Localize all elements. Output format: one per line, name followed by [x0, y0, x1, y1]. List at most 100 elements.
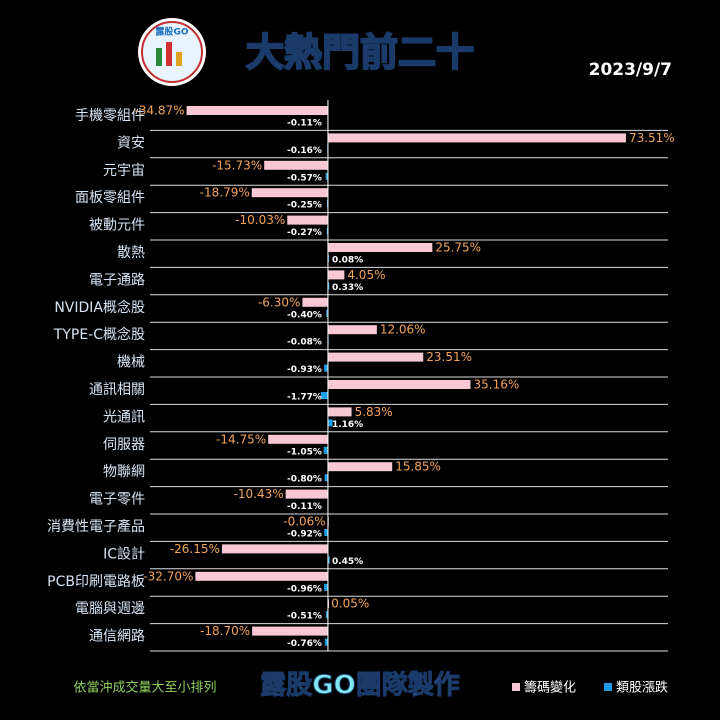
- logo-text: 露股GO: [155, 27, 188, 38]
- price-bar: [320, 392, 328, 399]
- chip-value-label: 12.06%: [380, 323, 426, 337]
- logo-icon: [166, 42, 172, 66]
- chip-value-label: 4.05%: [347, 268, 385, 282]
- price-value-label: 0.45%: [332, 557, 363, 567]
- price-value-label: -0.40%: [287, 310, 322, 320]
- price-bar: [326, 200, 328, 208]
- price-value-label: 0.08%: [332, 256, 363, 266]
- price-value-label: 1.16%: [332, 420, 363, 430]
- chip-value-label: -34.87%: [134, 104, 184, 118]
- price-bar: [324, 638, 328, 646]
- chip-bar: [327, 407, 352, 417]
- price-bar: [324, 529, 328, 536]
- category-label: IC設計: [103, 546, 145, 562]
- category-label: 物聯網: [103, 464, 145, 480]
- price-value-label: -0.11%: [287, 119, 322, 129]
- price-value-label: -0.51%: [287, 612, 322, 622]
- category-label: 被動元件: [89, 218, 145, 234]
- chip-bar: [186, 106, 328, 115]
- chart-title: 大熱門前二十: [246, 31, 474, 75]
- price-bar: [326, 309, 328, 317]
- category-label: 散熱: [117, 245, 145, 261]
- chip-bar: [221, 544, 328, 554]
- credit: 露股GO團隊製作: [260, 671, 459, 701]
- chip-bar: [264, 160, 328, 170]
- price-bar: [327, 556, 330, 564]
- price-value-label: -0.96%: [287, 584, 322, 594]
- chip-bar: [327, 380, 471, 389]
- category-label: 元宇宙: [103, 163, 145, 179]
- price-value-label: -0.25%: [287, 201, 322, 211]
- chip-value-label: -14.75%: [216, 432, 266, 446]
- legend-label: 籌碼變化: [524, 680, 576, 696]
- chip-value-label: -6.30%: [258, 295, 300, 309]
- category-label: NVIDIA概念股: [54, 299, 145, 316]
- chip-value-label: -18.79%: [200, 186, 250, 200]
- category-label: 資安: [117, 135, 145, 151]
- price-bar: [327, 419, 333, 427]
- price-bar: [326, 227, 328, 235]
- chip-bar: [327, 325, 377, 335]
- price-value-label: -0.92%: [287, 530, 322, 540]
- chip-value-label: 35.16%: [473, 378, 519, 392]
- price-bar: [327, 282, 330, 290]
- category-label: 面板零組件: [75, 190, 145, 206]
- category-label: TYPE-C概念股: [53, 326, 145, 343]
- price-value-label: -0.16%: [287, 146, 322, 156]
- category-label: 電子通路: [89, 272, 145, 288]
- logo-icon: [176, 52, 182, 66]
- price-value-label: -0.93%: [287, 365, 322, 375]
- legend-swatch: [512, 683, 520, 691]
- logo-icon: [156, 48, 162, 66]
- chip-value-label: -10.43%: [234, 487, 284, 501]
- price-value-label: -0.80%: [287, 475, 322, 485]
- category-label: 電腦與週邊: [75, 601, 145, 617]
- chip-value-label: -15.73%: [212, 158, 262, 172]
- price-bar: [325, 611, 328, 619]
- category-label: 電子零件: [89, 492, 145, 508]
- price-value-label: -0.27%: [287, 228, 322, 238]
- price-bar: [323, 446, 328, 454]
- category-label: 伺服器: [103, 437, 145, 453]
- chip-bar: [327, 352, 424, 362]
- price-bar: [325, 172, 328, 180]
- chip-bar: [327, 133, 626, 143]
- chip-bar: [268, 434, 328, 444]
- price-value-label: -0.08%: [287, 338, 322, 348]
- legend-swatch: [604, 683, 612, 691]
- chip-value-label: -10.03%: [235, 213, 285, 227]
- chip-value-label: 73.51%: [629, 131, 675, 145]
- chip-bar: [252, 626, 328, 636]
- price-bar: [324, 583, 328, 591]
- price-value-label: -0.76%: [287, 639, 322, 649]
- category-label: PCB印刷電路板: [47, 574, 145, 590]
- chip-bar: [302, 297, 328, 307]
- chip-value-label: -32.70%: [143, 569, 193, 583]
- price-value-label: -0.11%: [287, 502, 322, 512]
- note: 依當沖成交量大至小排列: [73, 680, 216, 696]
- price-value-label: -1.77%: [287, 393, 322, 403]
- chip-value-label: 15.85%: [395, 460, 441, 474]
- chip-bar: [327, 462, 393, 472]
- price-bar: [324, 474, 328, 482]
- date: 2023/9/7: [589, 60, 672, 80]
- chip-value-label: -26.15%: [170, 542, 220, 556]
- category-label: 通訊相關: [89, 382, 145, 398]
- chip-value-label: 5.83%: [355, 405, 393, 419]
- legend-label: 類股漲跌: [616, 680, 668, 696]
- chip-bar: [327, 243, 433, 252]
- chip-bar: [285, 489, 328, 499]
- category-label: 光通訊: [103, 409, 145, 425]
- price-bar: [324, 364, 328, 372]
- price-value-label: -0.57%: [287, 173, 322, 183]
- chip-bar: [195, 571, 328, 581]
- category-label: 通信網路: [89, 629, 145, 645]
- chip-value-label: 0.05%: [331, 597, 369, 611]
- chip-value-label: -0.06%: [283, 515, 325, 529]
- chip-bar: [287, 215, 328, 225]
- chip-value-label: -18.70%: [200, 624, 250, 638]
- chip-value-label: 23.51%: [426, 350, 472, 364]
- chip-bar: [327, 270, 345, 280]
